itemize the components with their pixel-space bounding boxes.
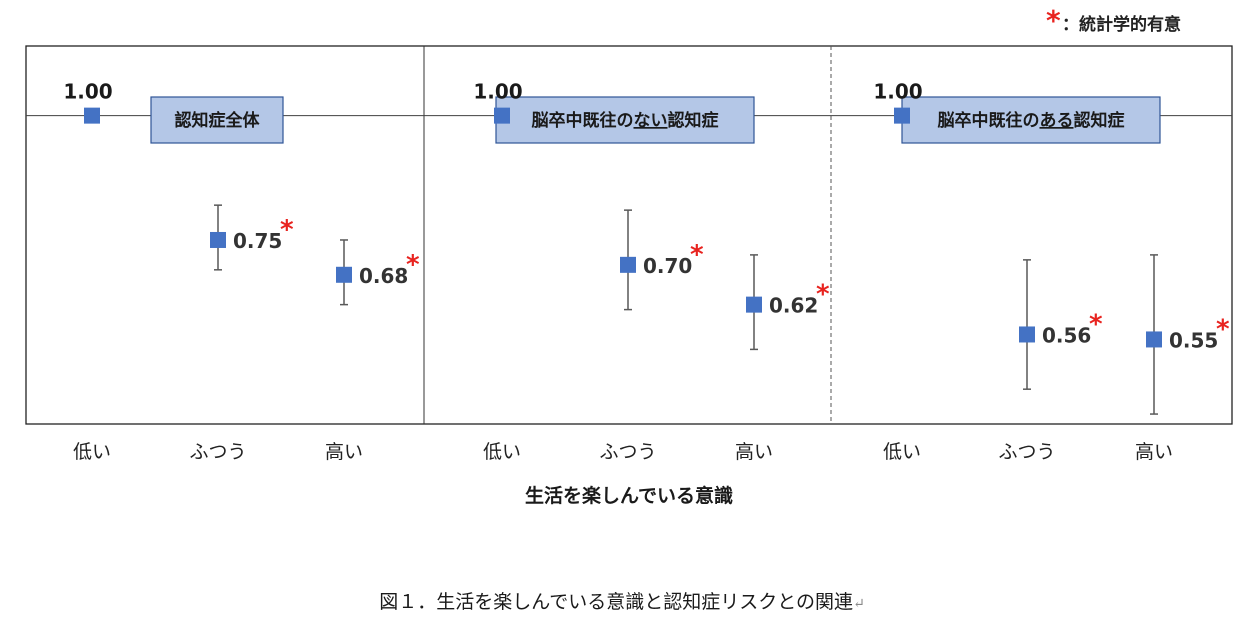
panel-title-box-3: [901, 96, 1161, 144]
panel-title-text-1: 認知症全体: [175, 110, 261, 131]
figure-caption: 図１．生活を楽しんでいる意識と認知症リスクとの関連↵: [379, 591, 865, 613]
significance-mark-p3-2: *: [1089, 309, 1103, 339]
legend: * ：統計学的有意: [1046, 4, 1181, 37]
value-label-p1-3: 0.68: [359, 264, 408, 288]
value-label-p3-2: 0.56: [1042, 323, 1091, 347]
data-point-p2-3: [746, 296, 762, 313]
value-label-p2-3: 0.62: [769, 294, 818, 318]
x-tick-label-p2-1: 低い: [483, 441, 521, 463]
x-tick-label-p3-2: ふつう: [998, 441, 1055, 463]
significance-mark-p1-2: *: [280, 215, 294, 245]
figure-caption-text: 図１．生活を楽しんでいる意識と認知症リスクとの関連: [379, 591, 853, 613]
data-point-p2-2: [620, 256, 636, 273]
x-tick-label-p1-1: 低い: [73, 441, 111, 463]
significance-mark-p1-3: *: [406, 250, 420, 280]
panel-title-box-1: [150, 96, 284, 144]
panel-title-1: 認知症全体: [150, 96, 284, 144]
data-point-p3-1: [894, 107, 910, 124]
significance-mark-p2-2: *: [690, 240, 704, 270]
panel-title-2: 脳卒中既往のない認知症: [495, 96, 755, 144]
plot-frame: [25, 45, 1233, 425]
panel-title-box-2: [495, 96, 755, 144]
x-tick-label-p1-2: ふつう: [189, 441, 246, 463]
significance-mark-p3-3: *: [1216, 314, 1230, 344]
value-label-p2-2: 0.70: [643, 254, 692, 278]
legend-text: ：統計学的有意: [1062, 14, 1181, 35]
panel-title-2-part-c: 認知症: [668, 110, 719, 131]
panel-title-2-part-b: ない: [634, 111, 668, 131]
panel-title-text-3: 脳卒中既往のある認知症: [938, 110, 1125, 131]
significance-mark-p2-3: *: [816, 280, 830, 310]
value-label-p1-2: 0.75: [233, 229, 282, 253]
value-label-p1-1: 1.00: [63, 80, 112, 104]
data-point-p1-3: [336, 266, 352, 283]
data-point-p2-1: [494, 107, 510, 124]
x-axis-title: 生活を楽しんでいる意識: [525, 484, 733, 507]
panel-title-2-part-a: 脳卒中既往の: [532, 110, 634, 131]
value-label-p3-3: 0.55: [1169, 328, 1218, 352]
data-marks: 1.00低い0.75*ふつう0.68*高い1.00低い0.70*ふつう0.62*…: [63, 80, 1230, 463]
legend-asterisk: *: [1046, 4, 1061, 37]
data-point-p1-2: [210, 231, 226, 248]
data-point-p1-1: [84, 107, 100, 124]
x-tick-label-p2-2: ふつう: [599, 441, 656, 463]
caption-return-mark: ↵: [853, 596, 865, 612]
panel-title-3: 脳卒中既往のある認知症: [901, 96, 1161, 144]
panel-title-3-part-c: 認知症: [1074, 110, 1125, 131]
panel-title-3-part-a: 脳卒中既往の: [938, 110, 1040, 131]
data-point-p3-2: [1019, 326, 1035, 343]
data-point-p3-3: [1146, 331, 1162, 348]
value-label-p2-1: 1.00: [473, 80, 522, 104]
panel-title-3-part-b: ある: [1040, 111, 1074, 131]
x-tick-label-p3-1: 低い: [883, 441, 921, 463]
panel-title-text-2: 脳卒中既往のない認知症: [532, 110, 719, 131]
value-label-p3-1: 1.00: [873, 80, 922, 104]
x-tick-label-p1-3: 高い: [325, 441, 363, 463]
x-tick-label-p2-3: 高い: [735, 441, 773, 463]
x-tick-label-p3-3: 高い: [1135, 441, 1173, 463]
